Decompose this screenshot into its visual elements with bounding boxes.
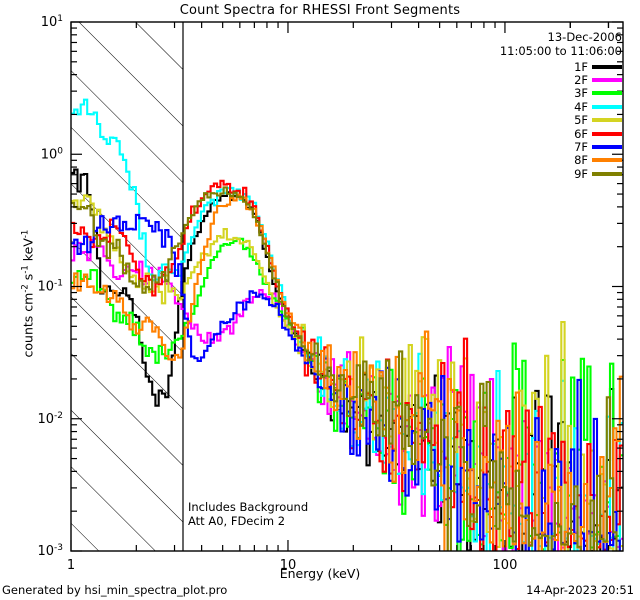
legend-item-label: 4F	[574, 99, 588, 114]
chart-title: Count Spectra for RHESSI Front Segments	[179, 3, 461, 18]
legend-item: 3F	[574, 86, 622, 101]
legend-item: 9F	[574, 166, 622, 181]
legend-time-range: 11:05:00 to 11:06:00	[499, 43, 622, 58]
x-tick-label: 10	[280, 558, 297, 573]
legend-item-swatch	[592, 171, 622, 176]
legend-item: 6F	[574, 126, 622, 141]
axis-layer: 1 10 100 101 100 10-1 10-2 10-3	[37, 14, 623, 573]
legend-item-swatch	[592, 78, 622, 83]
legend-item: 4F	[574, 99, 622, 114]
legend-item-swatch	[592, 91, 622, 96]
legend: 1F 2F 3F 4F 5F 6F 7F 8F 9F	[574, 60, 622, 181]
footer-generated-by: Generated by hsi_min_spectra_plot.pro	[2, 583, 228, 597]
series-line-9f	[71, 186, 623, 551]
y-tick-label: 10-2	[37, 411, 63, 427]
data-series-layer	[71, 98, 623, 551]
y-tick-label: 10-3	[37, 543, 63, 559]
legend-item-label: 9F	[574, 166, 588, 181]
x-tick-label: 1	[67, 558, 75, 573]
legend-item-label: 8F	[574, 153, 588, 168]
y-axis-label: counts cm-2 s-1 keV-1	[20, 204, 35, 384]
legend-item: 5F	[574, 113, 622, 128]
legend-item-swatch	[592, 158, 622, 163]
footer-timestamp: 14-Apr-2023 20:51	[526, 583, 634, 597]
annotation-line-1: Includes Background	[188, 500, 309, 514]
legend-item: 1F	[574, 59, 622, 74]
legend-item-label: 2F	[574, 73, 588, 88]
legend-item-swatch	[592, 145, 622, 150]
y-axis-label-text: counts cm-2 s-1 keV-1	[20, 229, 36, 358]
annotation-line-2: Att A0, FDecim 2	[188, 514, 286, 528]
legend-timestamp: 13-Dec-2006 11:05:00 to 11:06:00	[499, 30, 622, 58]
legend-item: 8F	[574, 153, 622, 168]
legend-item: 7F	[574, 140, 622, 155]
legend-item-label: 7F	[574, 140, 588, 155]
x-axis-label: Energy (keV)	[279, 566, 361, 581]
plot-annotation: Includes Background Att A0, FDecim 2	[188, 500, 308, 528]
legend-item-swatch	[592, 104, 622, 109]
legend-item: 2F	[574, 73, 622, 88]
legend-item-label: 6F	[574, 126, 588, 141]
x-tick-label: 100	[493, 558, 518, 573]
legend-item-label: 3F	[574, 86, 588, 101]
y-tick-label: 101	[41, 14, 63, 30]
y-tick-label: 10-1	[37, 279, 63, 295]
legend-item-label: 5F	[574, 113, 588, 128]
legend-item-swatch	[592, 64, 622, 69]
legend-date-line: 13-Dec-2006	[547, 30, 622, 44]
legend-item-label: 1F	[574, 59, 588, 74]
plot-frame	[70, 21, 624, 552]
legend-item-swatch	[592, 118, 622, 123]
y-tick-label: 100	[41, 146, 64, 162]
legend-item-swatch	[592, 131, 622, 136]
